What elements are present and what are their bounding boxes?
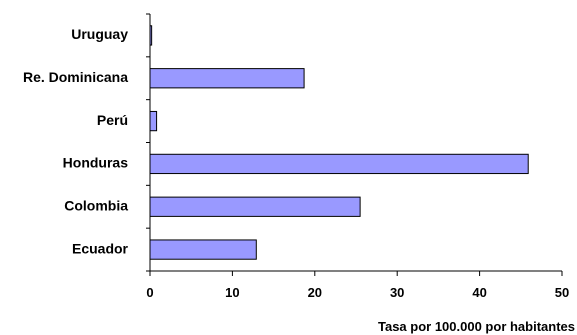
axes-layer [146,13,563,276]
x-tick-label-20: 20 [308,285,322,300]
bar-honduras [149,153,529,175]
bars-layer [149,25,529,260]
x-tick-label-30: 30 [390,285,404,300]
category-label-uruguay: Uruguay [71,26,128,42]
x-tick-label-10: 10 [225,285,239,300]
category-label-ecuador: Ecuador [72,240,129,256]
x-tick-label-40: 40 [472,285,486,300]
bar-per [149,110,158,132]
bar-re-dominicana [149,68,305,89]
category-label-per: Perú [97,112,128,128]
x-tick-label-0: 0 [146,285,153,300]
labels-layer: Uruguay Re. Dominicana Perú Honduras Colombi… [23,26,569,300]
bar-colombia [149,196,361,217]
category-label-colombia: Colombia [64,197,128,213]
bar-ecuador [149,239,257,260]
x-tick-label-50: 50 [555,285,569,300]
x-axis-title: Tasa por 100.000 por habitantes [378,319,575,334]
category-label-honduras: Honduras [63,155,129,171]
category-label-re-dominicana: Re. Dominicana [23,69,128,85]
